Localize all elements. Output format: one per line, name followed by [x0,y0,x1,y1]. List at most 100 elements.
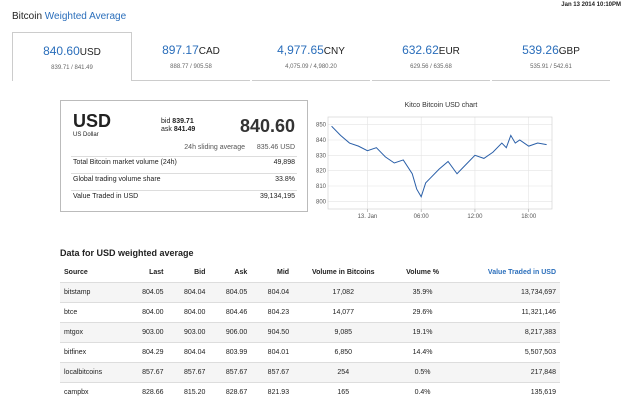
row-line [71,173,297,174]
summary-box: USD US Dollar bid 839.71 ask 841.49 840.… [60,100,308,212]
column-header: Value Traded in USD [487,269,556,276]
table-title: Data for USD weighted average [60,248,194,258]
rate: 4,977.65 [277,43,324,57]
currency-code: GBP [558,46,580,57]
cell: localbitcoins [60,362,126,383]
cell: 804.04 [167,282,210,303]
cell: 19.1% [393,322,452,343]
cell: 804.05 [209,282,252,303]
y-tick-label: 820 [316,169,327,175]
tab-value: 897.17CAD [132,43,250,57]
cell: 804.00 [125,302,168,323]
column-header: Ask [234,269,248,276]
data-table: Source Last Bid Ask Mid Volume in Bitcoins Vol… [60,263,560,402]
cell: 821.93 [251,382,294,402]
header-row: Source Last Bid Ask Mid Volume in Bitcoins Vol… [60,263,560,283]
cell: campbx [60,382,126,402]
label: bid [161,118,171,125]
cell: 804.00 [167,302,210,323]
cell: 217,848 [451,362,560,383]
cell: 804.46 [209,302,252,323]
tab-value: 632.62EUR [372,43,490,57]
cell: mtgox [60,322,126,343]
table-body: bitstamp 804.05 804.04 804.05 804.04 17,082 35… [60,282,560,402]
price-line [331,125,547,198]
cell: bitfinex [60,342,126,363]
timestamp: Jan 13 2014 10:10PM [561,2,621,8]
row-label: Total Bitcoin market volume (24h) [73,159,177,166]
value: 839.71 [172,118,194,125]
table-row: bitstamp 804.05 804.04 804.05 804.04 17,082 35… [60,282,560,303]
currency-code: CAD [198,46,220,57]
tab-range: 839.71 / 841.49 [51,65,93,71]
currency-tab: 897.17CAD 888.77 / 905.58 [132,32,250,81]
rate: 897.17 [162,43,199,57]
cell: 6,850 [293,342,394,363]
cell: bitstamp [60,282,126,303]
tab-range: 4,075.09 / 4,980.20 [285,64,337,70]
cell: 804.01 [251,342,294,363]
cell: 29.6% [393,302,452,323]
plot-frame [327,116,553,210]
currency-tab: 4,977.65CNY 4,075.09 / 4,980.20 [252,32,370,81]
currency-code: USD [79,47,101,58]
cell: 857.67 [167,362,210,383]
row-label: Global trading volume share [73,176,161,183]
cell: 165 [293,382,394,402]
currency-code: CNY [323,46,345,57]
cell: 14.4% [393,342,452,363]
table-row: localbitcoins 857.67 857.67 857.67 857.67 254… [60,362,560,383]
cell: 803.99 [209,342,252,363]
column-header: Last [149,269,164,276]
table-row: btce 804.00 804.00 804.46 804.23 14,077 29.6% 1… [60,302,560,323]
bid: bid 839.71 [161,118,194,125]
row-value: 33.8% [275,176,295,183]
column-header: Source [64,269,88,276]
chart: Kitco Bitcoin USD chart 800 810 820 830 840 8… [316,102,553,220]
y-tick-label: 850 [316,123,327,129]
currency-tab: 539.26GBP 535.91 / 542.61 [492,32,610,81]
cell: 904.50 [251,322,294,343]
cell: 13,734,697 [451,282,560,303]
tab-value: 539.26GBP [492,43,610,57]
currency-code: EUR [438,46,460,57]
cell: 5,507,503 [451,342,560,363]
cell: 8,217,383 [451,322,560,343]
avg: 835.46 USD [256,144,295,151]
x-tick-label: 18:00 [521,214,537,220]
title-part: Weighted Average [44,11,127,22]
cell: 903.00 [125,322,168,343]
table-row: bitfinex 804.29 804.04 803.99 804.01 6,850 14.… [60,342,560,363]
x-tick-label: 06:00 [414,214,430,220]
currency-tab: 632.62EUR 629.56 / 635.68 [372,32,490,81]
cell: 828.66 [125,382,168,402]
tab-value: 840.60USD [13,44,131,58]
row-label: Value Traded in USD [73,193,139,200]
column-header: Bid [194,269,206,276]
tab-value: 4,977.65CNY [252,43,370,57]
rate: 632.62 [402,43,439,57]
cell: 254 [293,362,394,383]
value: 841.49 [173,126,196,133]
cell: 857.67 [209,362,252,383]
tab-range: 888.77 / 905.58 [170,64,212,70]
price: 840.60 [239,116,295,136]
cell: 11,321,146 [451,302,560,323]
x-tick-label: 13. Jan [358,214,378,220]
currency-name: US Dollar [73,132,99,138]
cell: 857.67 [125,362,168,383]
rate: 539.26 [522,43,559,57]
cell: 804.04 [251,282,294,303]
y-tick-label: 800 [316,199,327,205]
cell: 135,619 [451,382,560,402]
cell: 804.05 [125,282,168,303]
cell: btce [60,302,126,323]
rate: 840.60 [43,44,80,58]
currency: USD [73,111,112,131]
row-value: 39,134,195 [259,193,295,200]
currency-tab[interactable]: 840.60USD 839.71 / 841.49 [12,32,132,81]
cell: 0.4% [393,382,452,402]
ask: ask 841.49 [161,126,195,133]
x-tick-label: 12:00 [467,214,483,220]
